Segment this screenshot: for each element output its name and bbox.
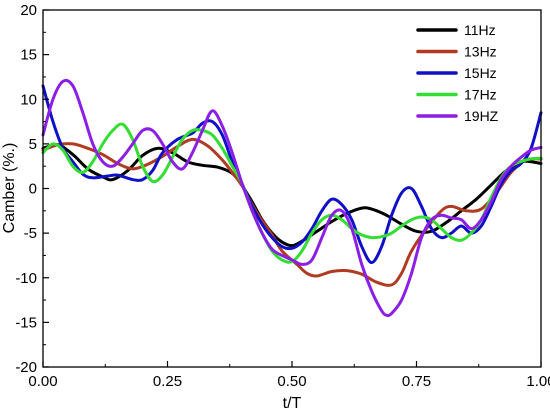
- y-tick-label: 20: [20, 2, 37, 19]
- legend-label-0: 11Hz: [464, 22, 496, 38]
- y-tick-label: -10: [15, 270, 37, 287]
- y-tick-label: -5: [24, 225, 37, 242]
- x-tick-label: 0.50: [277, 373, 306, 390]
- legend-label-4: 19HZ: [464, 108, 499, 124]
- legend-label-1: 13Hz: [464, 44, 497, 60]
- y-tick-label: -15: [15, 314, 37, 331]
- legend-label-3: 17Hz: [464, 87, 497, 103]
- series-line-3: [41, 122, 543, 264]
- x-tick-label: 0.25: [153, 373, 182, 390]
- x-tick-label: 0.75: [402, 373, 431, 390]
- x-tick-label: 1.00: [526, 373, 550, 390]
- y-tick-label: 0: [29, 181, 37, 198]
- y-tick-label: 5: [29, 136, 37, 153]
- y-tick-label: -20: [15, 359, 37, 376]
- series-line-4: [41, 78, 543, 318]
- y-axis-label: Camber (%.): [1, 143, 18, 234]
- legend-label-2: 15Hz: [464, 65, 497, 81]
- y-tick-label: 15: [20, 47, 37, 64]
- y-axis: -20 -15 -10 -5 0 5 10 15 20: [15, 2, 49, 376]
- plot-frame: [42, 9, 542, 368]
- plot-lines: [41, 78, 543, 318]
- x-axis-label: t/T: [283, 395, 302, 412]
- x-tick-label: 0.00: [28, 373, 57, 390]
- x-axis: 0.00 0.25 0.50 0.75 1.00: [28, 361, 550, 390]
- series-line-2: [41, 84, 543, 265]
- y-tick-label: 10: [20, 91, 37, 108]
- legend: 11Hz 13Hz 15Hz 17Hz 19HZ: [416, 22, 499, 124]
